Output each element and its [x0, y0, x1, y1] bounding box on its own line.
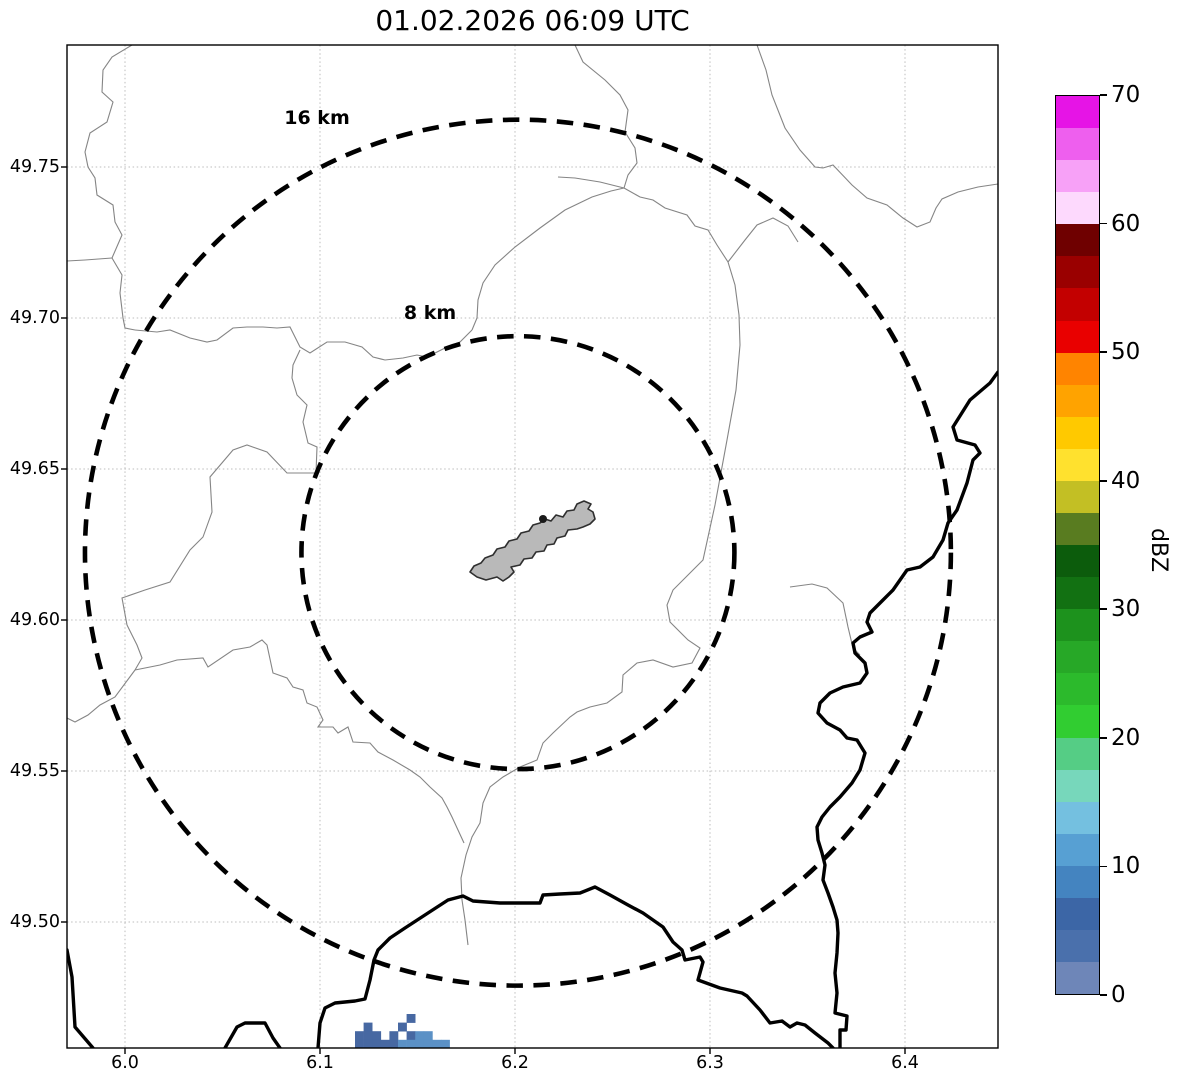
- x-tick-label: 6.1: [306, 1053, 334, 1073]
- colorbar-band: [1056, 288, 1099, 321]
- colorbar-band: [1056, 609, 1099, 642]
- axis-tick-marks: [61, 166, 906, 1054]
- colorbar-tick-mark: [1100, 865, 1107, 868]
- colorbar-band: [1056, 737, 1099, 770]
- colorbar-tick-label: 0: [1111, 982, 1126, 1008]
- colorbar: [1055, 95, 1100, 995]
- colorbar-tick-mark: [1100, 351, 1107, 353]
- x-tick-label: 6.3: [696, 1053, 724, 1073]
- colorbar-tick-label: 20: [1111, 724, 1141, 751]
- x-tick-label: 6.4: [891, 1053, 919, 1073]
- colorbar-band: [1056, 160, 1099, 193]
- x-tick-label: 6.0: [111, 1053, 139, 1073]
- ring-label-8km: 8 km: [403, 302, 457, 324]
- colorbar-band: [1056, 416, 1099, 449]
- colorbar-band: [1056, 128, 1099, 161]
- airport-outline: [469, 500, 596, 582]
- y-tick-label: 49.60: [9, 610, 60, 630]
- colorbar-band: [1056, 577, 1099, 610]
- colorbar-band: [1056, 448, 1099, 481]
- y-tick-label: 49.70: [9, 308, 60, 328]
- colorbar-band: [1056, 513, 1099, 546]
- y-tick-label: 49.75: [9, 157, 60, 177]
- colorbar-tick-mark: [1100, 994, 1107, 996]
- colorbar-band: [1056, 256, 1099, 289]
- colorbar-tick-label: 50: [1111, 339, 1141, 366]
- colorbar-band: [1056, 801, 1099, 834]
- colorbar-band: [1056, 673, 1099, 706]
- colorbar-band: [1056, 897, 1099, 931]
- colorbar-band: [1056, 384, 1099, 417]
- colorbar-tick-mark: [1100, 222, 1107, 225]
- colorbar-axis-label: dBZ: [1146, 527, 1171, 573]
- plot-spines: [66, 44, 999, 1049]
- colorbar-band: [1056, 545, 1099, 578]
- colorbar-band: [1056, 192, 1099, 225]
- colorbar-band: [1056, 641, 1099, 674]
- x-tick-label: 6.2: [501, 1053, 529, 1073]
- colorbar-tick-label: 60: [1111, 210, 1141, 237]
- colorbar-tick-mark: [1100, 94, 1107, 96]
- colorbar-tick-label: 70: [1111, 82, 1141, 108]
- range-ring-8km: [299, 333, 737, 772]
- colorbar-band: [1056, 769, 1099, 802]
- colorbar-band: [1056, 352, 1099, 385]
- colorbar-band: [1056, 930, 1099, 963]
- radar-echo-cells: [355, 1014, 450, 1048]
- colorbar-tick-mark: [1100, 737, 1107, 739]
- country-borders-thick: [67, 370, 998, 1048]
- y-tick-label: 49.65: [9, 459, 60, 479]
- colorbar-band: [1056, 705, 1099, 738]
- colorbar-band: [1056, 320, 1099, 353]
- colorbar-tick-mark: [1100, 479, 1107, 482]
- colorbar-band: [1056, 96, 1099, 129]
- colorbar-band: [1056, 833, 1099, 866]
- colorbar-tick-label: 30: [1111, 596, 1141, 623]
- colorbar-band: [1056, 962, 1099, 995]
- colorbar-tick-label: 40: [1111, 467, 1141, 494]
- colorbar-band: [1056, 865, 1099, 898]
- colorbar-tick-mark: [1100, 608, 1107, 611]
- plot-title: 01.02.2026 06:09 UTC: [375, 4, 690, 37]
- colorbar-band: [1056, 224, 1099, 257]
- colorbar-band: [1056, 480, 1099, 514]
- colorbar-tick-label: 10: [1111, 853, 1141, 880]
- y-tick-label: 49.50: [9, 912, 60, 932]
- y-tick-label: 49.55: [9, 761, 60, 781]
- ring-label-16km: 16 km: [284, 107, 350, 129]
- admin-borders-thin: [67, 45, 998, 946]
- range-ring-16km: [82, 117, 954, 988]
- airport-marker-dot: [539, 515, 547, 523]
